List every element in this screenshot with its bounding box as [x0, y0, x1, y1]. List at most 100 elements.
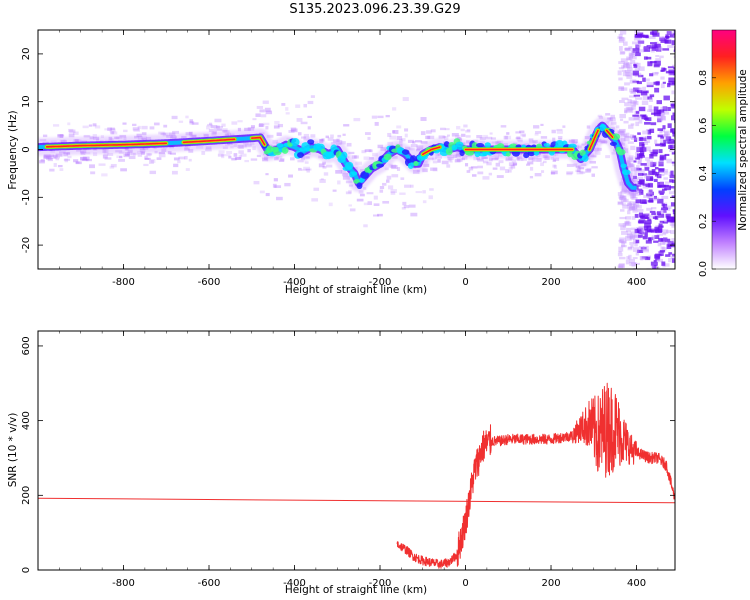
spectrogram-cell [336, 138, 340, 143]
spectrogram-cell [646, 176, 654, 182]
spectrogram-cell [660, 136, 665, 139]
spectrogram-cell [634, 228, 642, 234]
spectrogram-cell [669, 223, 675, 226]
spectrogram-cell [658, 161, 664, 167]
spectrogram-cell [81, 158, 89, 162]
figure-title: S135.2023.096.23.39.G29 [289, 2, 461, 17]
spectrogram-cell [628, 258, 635, 264]
spectrogram-cell [631, 50, 636, 56]
spectrogram-cell [632, 234, 639, 238]
spectrogram-cell [466, 128, 471, 132]
spectrogram-cell [665, 136, 672, 141]
spectrogram-cell [630, 60, 636, 64]
spectrogram-blob [413, 160, 419, 166]
spectrogram-cell [637, 39, 644, 43]
spectrogram-cell [621, 65, 625, 69]
spectrogram-cell [83, 135, 90, 138]
spectrogram-cell [491, 137, 496, 140]
spectrogram-cell [262, 122, 270, 126]
spectrogram-cell [503, 135, 508, 140]
spectrogram-cell [633, 94, 641, 97]
spectrogram-cell [638, 157, 642, 161]
spectrogram-cell [645, 240, 652, 244]
spectrogram-cell [665, 136, 669, 142]
spectrogram-cell [640, 231, 645, 235]
spectrogram-cell [635, 184, 641, 187]
spectrogram-cell [621, 230, 628, 235]
spectrogram-cell [633, 87, 640, 92]
spectrogram-cell [265, 173, 269, 176]
spectrogram-cell [660, 116, 666, 121]
spectrogram-cell [216, 128, 222, 131]
spectrogram-cell [656, 100, 663, 105]
spectrogram-cell [297, 160, 304, 163]
snr-line [396, 382, 675, 569]
spectrogram-cell [250, 125, 255, 129]
spectrogram-cell [296, 118, 303, 122]
spectrogram-cell [651, 236, 655, 241]
spectrogram-cell [438, 135, 445, 139]
spectrogram-cell [671, 144, 675, 147]
spectrogram-cell [265, 192, 270, 197]
spectrogram-cell [264, 107, 271, 112]
spectrogram-blob [543, 142, 550, 147]
spectrogram-cell [672, 163, 675, 167]
spectrogram-marks [38, 30, 675, 269]
spectrogram-cell [651, 235, 657, 238]
spectrogram-cell [391, 174, 399, 178]
spectrogram-cell [641, 201, 647, 204]
spectrogram-cell [629, 88, 635, 93]
spectrogram-cell [119, 155, 123, 159]
spectrogram-cell [364, 149, 372, 152]
spectrogram-cell [265, 110, 273, 115]
spectrogram-cell [556, 128, 563, 131]
spectrogram-xtick-label: -800 [112, 277, 135, 288]
spectrogram-cell [665, 205, 672, 209]
spectrogram-cell [642, 245, 649, 251]
spectrogram-cell [645, 117, 652, 122]
spectrogram-cell [623, 132, 630, 138]
spectrogram-cell [656, 233, 664, 236]
spectrogram-cell [429, 188, 434, 191]
spectrogram-cell [663, 209, 667, 213]
spectrogram-cell [638, 226, 644, 232]
spectrogram-cell [660, 83, 665, 89]
spectrogram-cell [617, 201, 623, 204]
spectrogram-cell [626, 75, 633, 79]
spectrogram-cell [620, 51, 626, 54]
spectrogram-cell [630, 163, 635, 167]
spectrogram-cell [629, 56, 633, 60]
spectrogram-cell [399, 139, 403, 143]
spectrogram-blob [307, 139, 315, 145]
spectrogram-cell [388, 163, 393, 168]
spectrogram-cell [386, 175, 392, 180]
spectrogram-cell [605, 155, 611, 159]
spectrogram-cell [636, 153, 643, 159]
spectrogram-cell [118, 158, 125, 162]
spectrogram-cell [618, 251, 622, 254]
spectrogram-cell [348, 190, 352, 194]
spectrogram-cell [553, 157, 560, 162]
spectrogram-cell [382, 200, 390, 204]
spectrogram-cell [640, 114, 647, 117]
spectrogram-cell [649, 150, 655, 153]
spectrogram-cell [363, 224, 368, 228]
spectrogram-cell [109, 165, 115, 169]
spectrogram-cell [634, 30, 640, 34]
spectrogram-cell [435, 156, 443, 159]
spectrogram-cell [59, 134, 64, 139]
spectrogram-cell [131, 152, 138, 156]
spectrogram-cell [636, 227, 643, 230]
spectrogram-cell [290, 127, 297, 132]
spectrogram-cell [645, 156, 650, 161]
spectrogram-cell [631, 207, 638, 211]
spectrogram-cell [652, 162, 657, 167]
spectrogram-cell [158, 131, 165, 135]
spectrogram-cell [178, 120, 184, 123]
spectrogram-cell [363, 156, 370, 160]
spectrogram-cell [673, 174, 675, 180]
spectrogram-cell [322, 161, 326, 165]
spectrogram-cell [57, 134, 65, 137]
spectrogram-cell [575, 169, 580, 173]
spectrogram-cell [632, 257, 638, 260]
